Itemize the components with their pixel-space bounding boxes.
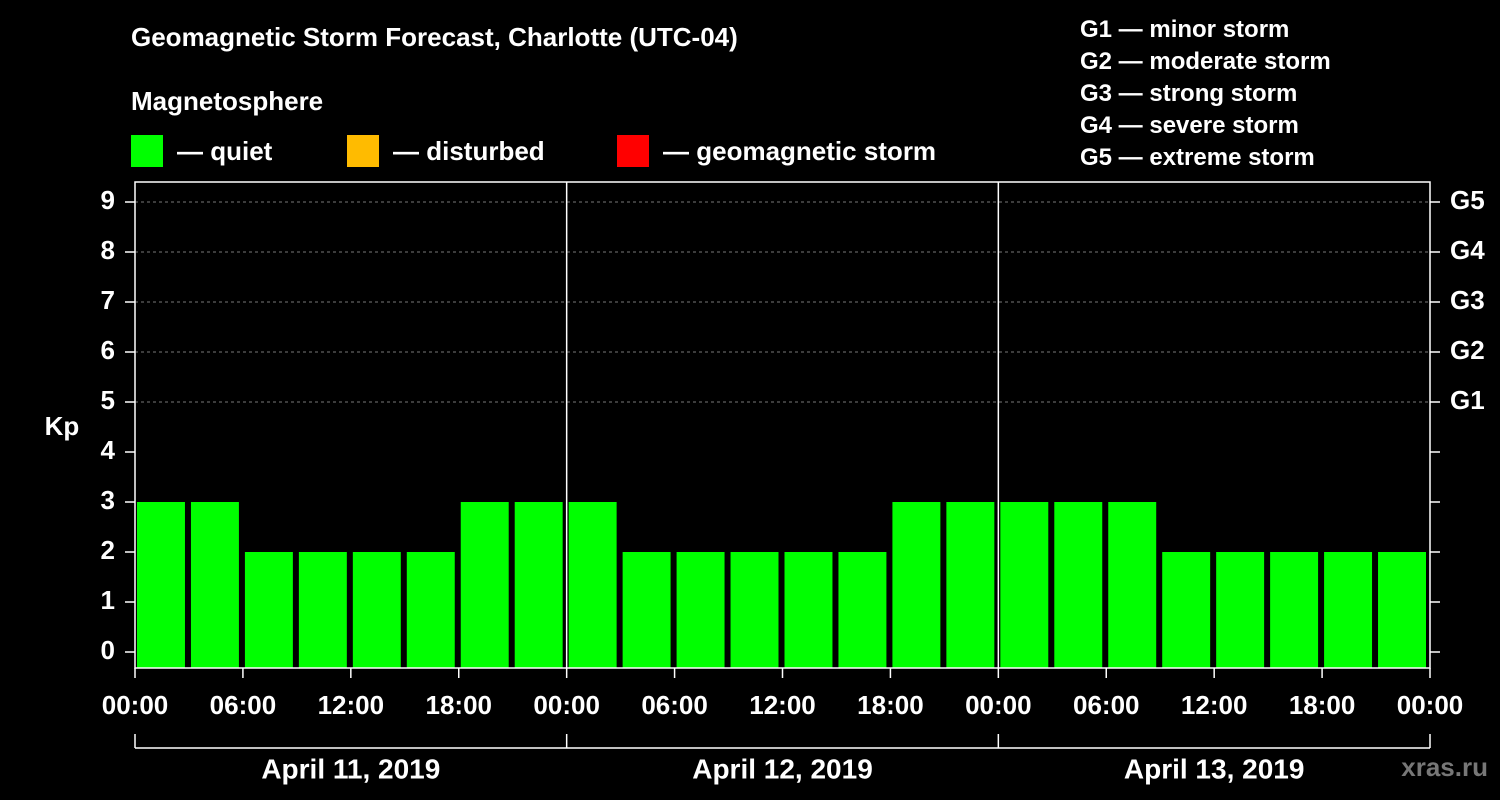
g-scale-label: G2 [1450, 335, 1485, 365]
legend-item-storm: — geomagnetic storm [617, 134, 936, 168]
legend-label-quiet: — quiet [177, 135, 273, 166]
kp-bar [460, 502, 509, 668]
chart-title: Geomagnetic Storm Forecast, Charlotte (U… [131, 22, 738, 52]
y-tick-label: 2 [101, 535, 115, 565]
kp-bar [298, 552, 347, 668]
kp-bar [676, 552, 725, 668]
storm-scale-g1: G1 — minor storm [1080, 16, 1290, 43]
kp-bar [1378, 552, 1426, 668]
y-tick-label: 6 [101, 335, 115, 365]
y-tick-label: 5 [101, 385, 115, 415]
chart-subtitle: Magnetosphere [131, 86, 324, 116]
kp-bar [190, 502, 239, 668]
kp-bar [1162, 552, 1211, 668]
y-tick-label: 7 [101, 285, 115, 315]
g-scale-label: G1 [1450, 385, 1485, 415]
x-tick-label: 00:00 [965, 690, 1032, 720]
watermark: xras.ru [1401, 752, 1488, 782]
y-tick-label: 1 [101, 585, 115, 615]
kp-bar [244, 552, 293, 668]
g-scale-label: G5 [1450, 185, 1485, 215]
x-tick-label: 00:00 [102, 690, 169, 720]
day-label: April 11, 2019 [261, 753, 440, 784]
kp-bar [838, 552, 887, 668]
kp-bar [1108, 502, 1157, 668]
storm-scale-g2: G2 — moderate storm [1080, 48, 1331, 75]
kp-bar [1270, 552, 1319, 668]
legend-label-disturbed: — disturbed [393, 135, 545, 166]
legend-label-storm: — geomagnetic storm [663, 135, 937, 166]
storm-scale-g4: G4 — severe storm [1080, 112, 1299, 139]
kp-bar [514, 502, 563, 668]
storm-scale-legend: G1 — minor storm G2 — moderate storm G3 … [1080, 14, 1331, 174]
kp-bar [568, 502, 617, 668]
y-tick-label: 4 [101, 435, 116, 465]
day-label: April 13, 2019 [1124, 753, 1305, 784]
g-scale-label: G3 [1450, 285, 1485, 315]
x-tick-label: 18:00 [857, 690, 924, 720]
y-tick-label: 8 [101, 235, 115, 265]
kp-bar [730, 552, 779, 668]
kp-bar [1054, 502, 1103, 668]
x-tick-label: 12:00 [1181, 690, 1248, 720]
legend-swatch-disturbed [347, 135, 379, 167]
x-tick-label: 06:00 [210, 690, 277, 720]
x-tick-label: 12:00 [749, 690, 816, 720]
x-tick-label: 06:00 [641, 690, 708, 720]
kp-bar [352, 552, 401, 668]
storm-scale-g3: G3 — strong storm [1080, 80, 1298, 107]
legend-item-disturbed: — disturbed [347, 134, 545, 168]
storm-scale-g5: G5 — extreme storm [1080, 144, 1315, 171]
kp-bar [137, 502, 185, 668]
legend-item-quiet: — quiet [131, 134, 272, 168]
kp-bar [1216, 552, 1265, 668]
kp-bar [784, 552, 833, 668]
kp-bar [406, 552, 455, 668]
y-tick-label: 9 [101, 185, 115, 215]
kp-bar [622, 552, 671, 668]
kp-bar [1000, 502, 1049, 668]
kp-bar [1324, 552, 1373, 668]
kp-bar [892, 502, 941, 668]
legend-swatch-storm [617, 135, 649, 167]
y-tick-label: 3 [101, 485, 115, 515]
day-label: April 12, 2019 [692, 753, 873, 784]
g-scale-label: G4 [1450, 235, 1485, 265]
kp-bar [946, 502, 995, 668]
x-tick-label: 18:00 [1289, 690, 1356, 720]
x-tick-label: 18:00 [426, 690, 493, 720]
y-tick-label: 0 [101, 635, 115, 665]
x-tick-label: 00:00 [1397, 690, 1464, 720]
legend-swatch-quiet [131, 135, 163, 167]
x-tick-label: 00:00 [533, 690, 600, 720]
x-tick-label: 06:00 [1073, 690, 1140, 720]
x-tick-label: 12:00 [318, 690, 385, 720]
y-axis-label: Kp [45, 411, 80, 441]
